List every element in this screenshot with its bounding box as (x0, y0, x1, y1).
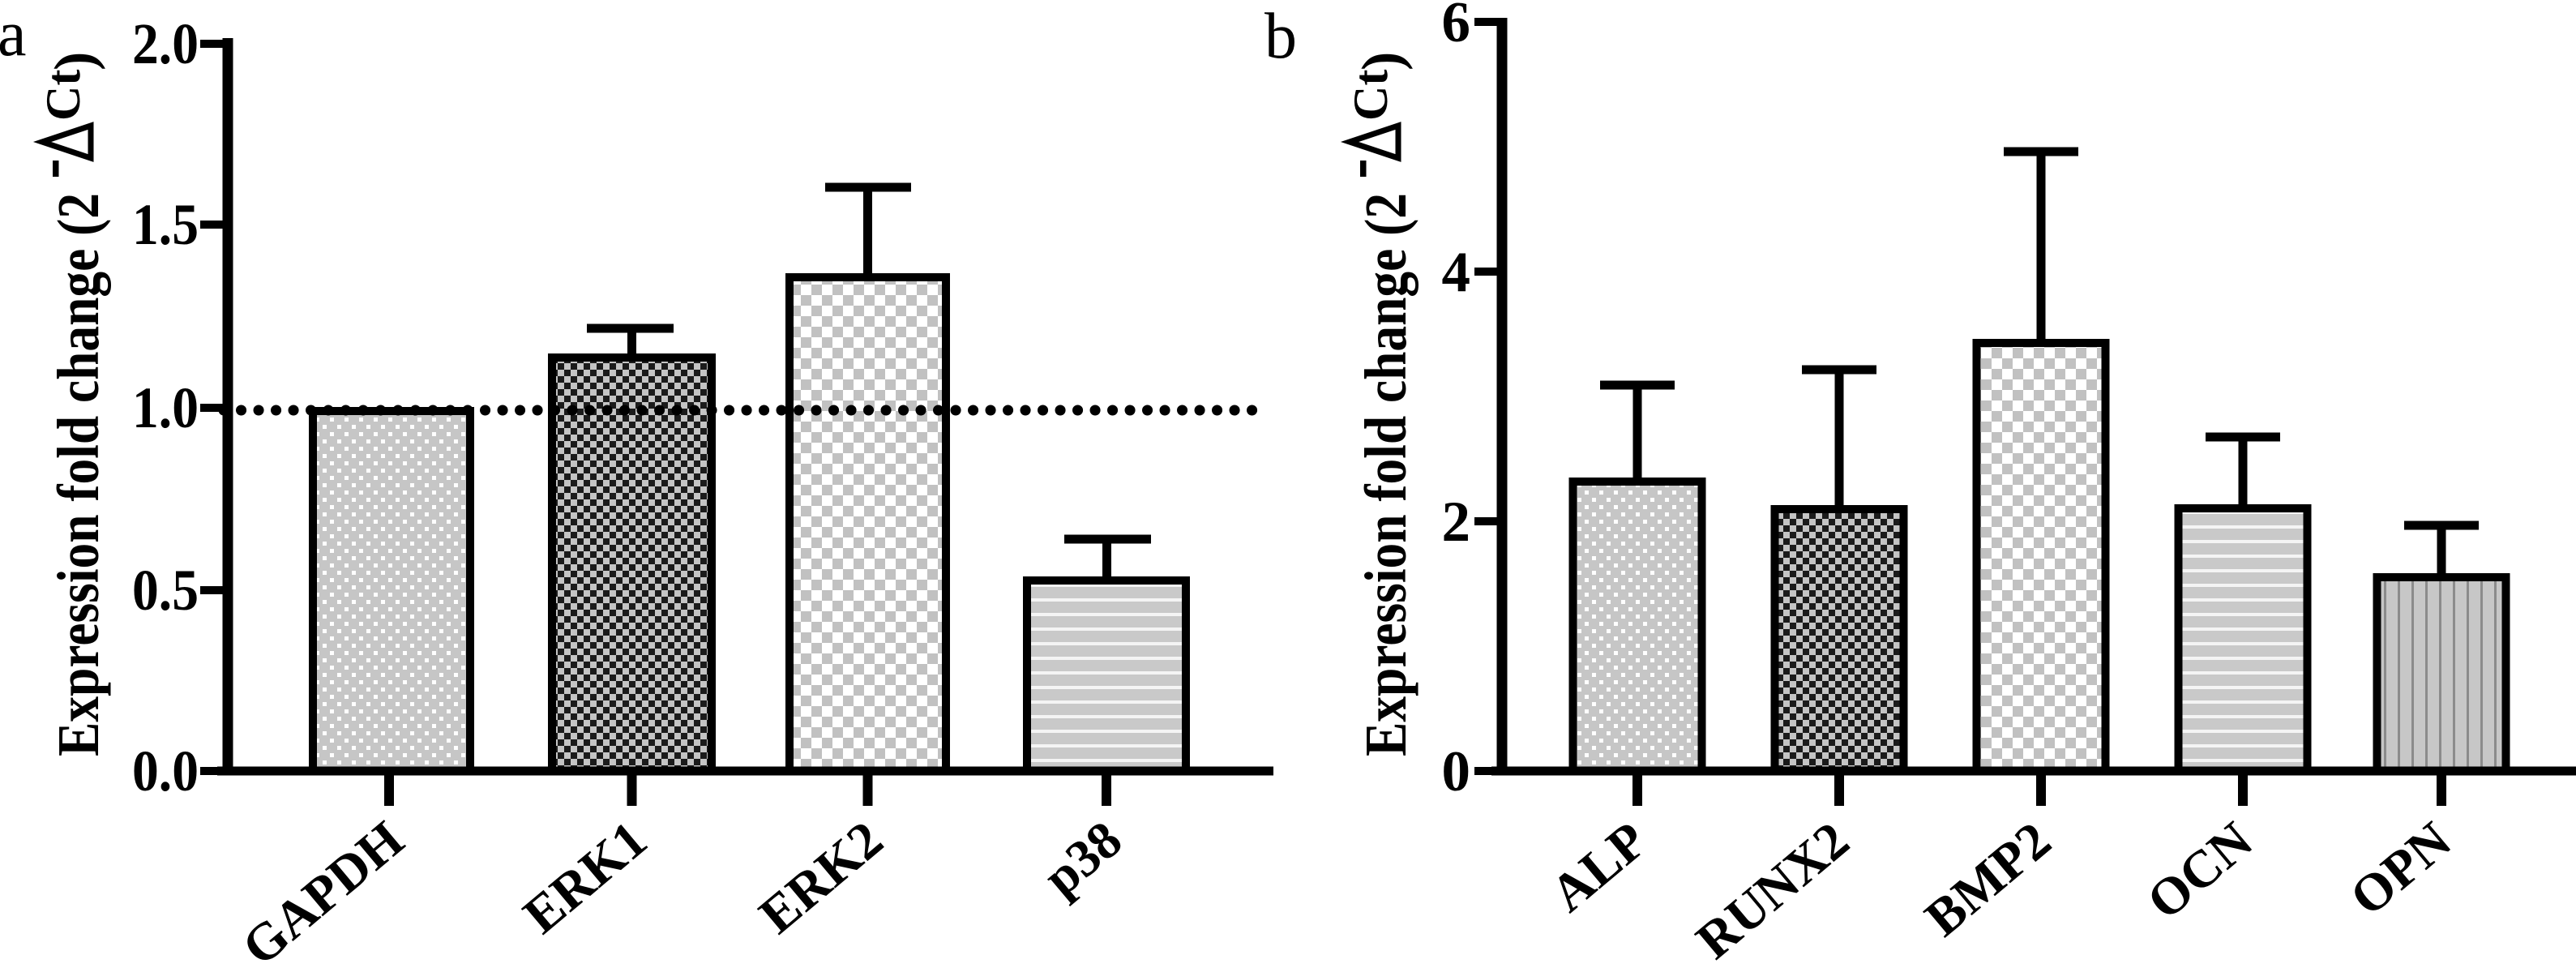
svg-text:ALP: ALP (1540, 811, 1658, 923)
svg-text:BMP2: BMP2 (1915, 811, 2062, 948)
svg-text:Ct: Ct (36, 70, 90, 121)
svg-text:GAPDH: GAPDH (232, 810, 415, 968)
svg-text:ERK1: ERK1 (513, 810, 658, 945)
svg-text:Ct: Ct (1344, 70, 1397, 121)
svg-text:b: b (1264, 1, 1297, 72)
svg-text:2.0: 2.0 (132, 11, 199, 76)
svg-text:1.5: 1.5 (132, 192, 199, 257)
svg-text:ERK2: ERK2 (749, 810, 894, 945)
svg-text:6: 6 (1442, 0, 1471, 54)
svg-text:Expression fold change (2: Expression fold change (2 (45, 193, 111, 756)
svg-text:1.0: 1.0 (132, 375, 199, 440)
svg-text:p38: p38 (1033, 810, 1133, 907)
svg-text:): ) (1351, 52, 1414, 71)
svg-text:2: 2 (1442, 490, 1471, 554)
svg-text:0: 0 (1442, 740, 1471, 803)
svg-text:): ) (44, 52, 106, 71)
svg-text:4: 4 (1442, 241, 1471, 304)
svg-text:Expression fold change (2: Expression fold change (2 (1353, 193, 1419, 756)
svg-text:OCN: OCN (2137, 811, 2264, 931)
svg-text:a: a (0, 0, 27, 70)
svg-text:RUNX2: RUNX2 (1686, 811, 1860, 968)
svg-text:0.5: 0.5 (132, 558, 199, 623)
svg-text:OPN: OPN (2339, 811, 2462, 927)
svg-text:0.0: 0.0 (132, 739, 199, 803)
